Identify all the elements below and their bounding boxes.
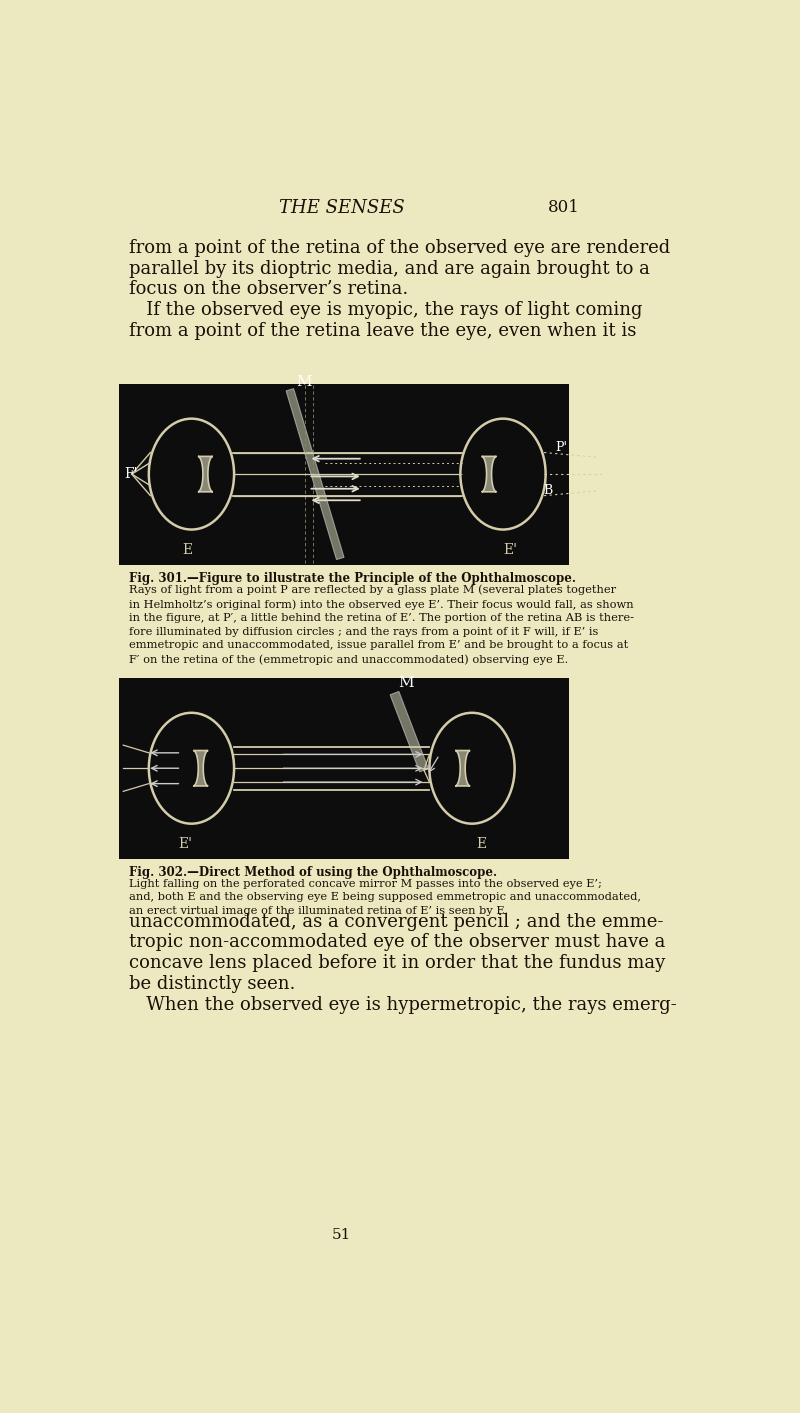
Text: 801: 801: [548, 199, 580, 216]
Text: Rays of light from a point P are reflected by a glass plate M (several plates to: Rays of light from a point P are reflect…: [130, 585, 634, 664]
Text: E: E: [182, 543, 193, 557]
Text: from a point of the retina of the observed eye are rendered: from a point of the retina of the observ…: [130, 239, 670, 257]
Text: be distinctly seen.: be distinctly seen.: [130, 975, 296, 993]
Polygon shape: [198, 456, 213, 492]
Text: F': F': [124, 468, 138, 480]
Polygon shape: [286, 389, 344, 560]
Text: E': E': [504, 543, 518, 557]
Text: unaccommodated, as a convergent pencil ; and the emme-: unaccommodated, as a convergent pencil ;…: [130, 913, 664, 931]
Text: THE SENSES: THE SENSES: [279, 199, 405, 216]
Text: from a point of the retina leave the eye, even when it is: from a point of the retina leave the eye…: [130, 322, 637, 341]
Text: Light falling on the perforated concave mirror M passes into the observed eye E’: Light falling on the perforated concave …: [130, 879, 642, 916]
Text: tropic non-accommodated eye of the observer must have a: tropic non-accommodated eye of the obser…: [130, 934, 666, 951]
Text: Fig. 301.—Figure to illustrate the Principle of the Ophthalmoscope.: Fig. 301.—Figure to illustrate the Princ…: [130, 572, 577, 585]
Polygon shape: [390, 691, 428, 771]
Text: 51: 51: [332, 1228, 351, 1242]
Polygon shape: [482, 456, 497, 492]
Text: E': E': [178, 836, 192, 851]
Text: parallel by its dioptric media, and are again brought to a: parallel by its dioptric media, and are …: [130, 260, 650, 277]
Text: M: M: [296, 374, 312, 389]
Text: concave lens placed before it in order that the fundus may: concave lens placed before it in order t…: [130, 954, 666, 972]
Text: M: M: [398, 675, 414, 690]
Text: When the observed eye is hypermetropic, the rays emerg-: When the observed eye is hypermetropic, …: [130, 996, 677, 1013]
Text: focus on the observer’s retina.: focus on the observer’s retina.: [130, 280, 409, 298]
Text: E: E: [476, 836, 486, 851]
Polygon shape: [455, 750, 470, 786]
Bar: [119, 678, 569, 859]
Text: Fig. 302.—Direct Method of using the Ophthalmoscope.: Fig. 302.—Direct Method of using the Oph…: [130, 866, 498, 879]
Text: B: B: [543, 485, 553, 497]
Text: If the observed eye is myopic, the rays of light coming: If the observed eye is myopic, the rays …: [130, 301, 643, 319]
Polygon shape: [194, 750, 208, 786]
Bar: [119, 383, 569, 565]
Text: P': P': [555, 441, 567, 454]
